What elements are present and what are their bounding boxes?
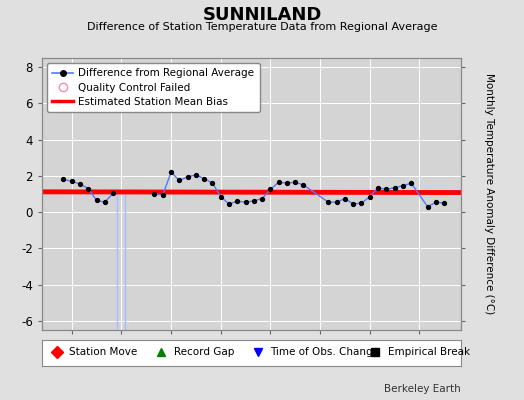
- Text: Berkeley Earth: Berkeley Earth: [385, 384, 461, 394]
- Text: Station Move: Station Move: [69, 348, 137, 358]
- Text: Empirical Break: Empirical Break: [388, 348, 470, 358]
- Text: SUNNILAND: SUNNILAND: [202, 6, 322, 24]
- Y-axis label: Monthly Temperature Anomaly Difference (°C): Monthly Temperature Anomaly Difference (…: [484, 73, 494, 315]
- Text: Record Gap: Record Gap: [174, 348, 234, 358]
- Text: Time of Obs. Change: Time of Obs. Change: [270, 348, 379, 358]
- Legend: Difference from Regional Average, Quality Control Failed, Estimated Station Mean: Difference from Regional Average, Qualit…: [47, 63, 259, 112]
- Text: Difference of Station Temperature Data from Regional Average: Difference of Station Temperature Data f…: [87, 22, 437, 32]
